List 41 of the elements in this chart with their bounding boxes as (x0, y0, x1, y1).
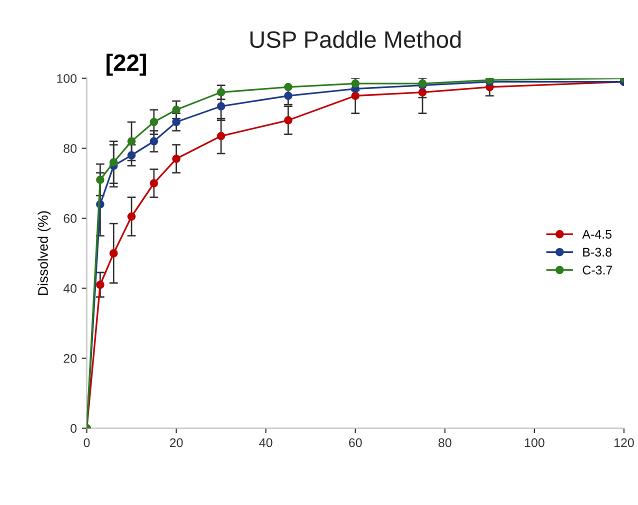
x-tick-label: 100 (524, 438, 544, 448)
point (172, 118, 180, 126)
x-tick-label: 0 (84, 438, 90, 448)
point (127, 212, 136, 221)
point (172, 106, 180, 114)
x-tick-label: 20 (170, 438, 183, 448)
y-tick-label: 60 (64, 214, 77, 223)
point (127, 137, 136, 146)
point (284, 82, 292, 92)
point (127, 151, 136, 160)
point (150, 118, 158, 126)
legend-label: B-3.8 (583, 248, 612, 257)
point (96, 280, 104, 289)
point (216, 102, 226, 110)
x-tick-label: 60 (349, 438, 362, 448)
y-tick-label: 20 (64, 354, 77, 363)
point (109, 158, 118, 166)
legend-label: C-3.7 (582, 266, 612, 275)
point (351, 92, 360, 100)
point (150, 137, 158, 146)
point (109, 249, 118, 258)
point (216, 132, 226, 140)
point (351, 79, 360, 88)
y-tick-label: 80 (64, 144, 77, 153)
y-tick-label: 0 (70, 424, 77, 433)
point (284, 116, 292, 124)
x-tick-label: 40 (259, 438, 272, 448)
chart-title: USP Paddle Method (250, 30, 461, 48)
point (150, 179, 158, 188)
point (284, 92, 292, 100)
y-axis-title: Dissolved (%) (38, 211, 51, 295)
point (172, 154, 180, 163)
point (96, 176, 104, 184)
legend-label: A-4.5 (582, 230, 612, 239)
text: [22] (106, 54, 146, 76)
y-tick-label: 40 (63, 284, 77, 293)
point (418, 88, 427, 96)
x-tick-label: 120 (614, 438, 634, 448)
point (216, 88, 226, 96)
x-tick-label: 80 (438, 438, 452, 448)
y-tick-label: 100 (57, 74, 77, 83)
